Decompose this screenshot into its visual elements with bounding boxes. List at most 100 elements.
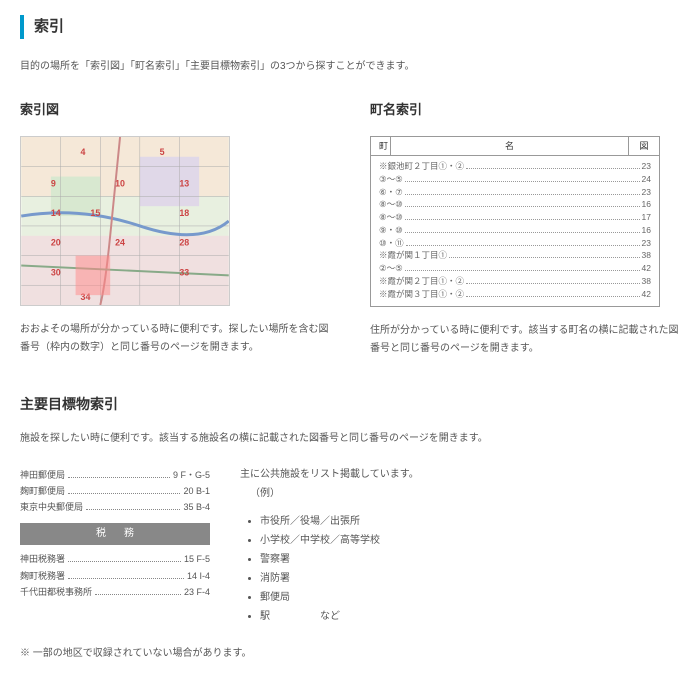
facility-list-item: 駅 など: [260, 607, 680, 626]
svg-text:33: 33: [179, 267, 189, 277]
facility-row: 神田郵便局 9 F・G-5: [20, 467, 210, 483]
facility-right-example-label: （例）: [240, 486, 680, 502]
svg-text:14: 14: [51, 208, 61, 218]
town-row-page: 38: [642, 249, 651, 262]
town-row-label: ②～⑤: [379, 262, 403, 275]
facility-row-value: 15 F-5: [184, 551, 210, 567]
index-map-title: 索引図: [20, 100, 330, 121]
town-row-page: 16: [642, 198, 651, 211]
town-row-label: ③～⑤: [379, 173, 403, 186]
facility-row: 東京中央郵便局 35 B-4: [20, 499, 210, 515]
dot-leader: [405, 219, 640, 220]
town-row: ※霞が関１丁目① 38: [379, 249, 651, 262]
intro-text: 目的の場所を「索引図」「町名索引」「主要目標物索引」の3つから探すことができます…: [20, 59, 680, 75]
facility-row-value: 20 B-1: [183, 483, 210, 499]
town-row-page: 23: [642, 237, 651, 250]
town-row-label: ⑧～⑩: [379, 198, 403, 211]
town-row-page: 24: [642, 173, 651, 186]
town-row-label: ⑩・⑪: [379, 237, 404, 250]
town-row-page: 23: [642, 186, 651, 199]
town-row: ⑩・⑪ 23: [379, 237, 651, 250]
town-row-page: 17: [642, 211, 651, 224]
dot-leader: [68, 578, 184, 579]
dot-leader: [405, 270, 640, 271]
index-map-thumbnail: 4 5 9 10 13 14 15 18 20 24 28 30 33 34: [20, 136, 230, 306]
two-column-layout: 索引図 4 5 9: [20, 100, 680, 358]
town-row-label: ※銀池町２丁目①・②: [379, 160, 464, 173]
svg-text:10: 10: [115, 178, 125, 188]
town-row: ⑧～⑩ 17: [379, 211, 651, 224]
index-map-section: 索引図 4 5 9: [20, 100, 330, 358]
svg-text:5: 5: [160, 147, 165, 157]
town-index-title: 町名索引: [370, 100, 680, 121]
facility-row: 麹町郵便局 20 B-1: [20, 483, 210, 499]
facility-example-list: 市役所／役場／出張所小学校／中学校／高等学校警察署消防署郵便局駅 など: [240, 512, 680, 626]
dot-leader: [405, 194, 640, 195]
svg-text:13: 13: [179, 178, 189, 188]
dot-leader: [86, 509, 180, 510]
facility-list-item: 郵便局: [260, 588, 680, 607]
town-row-label: ※霞が関２丁目①・②: [379, 275, 464, 288]
facility-row: 千代田都税事務所 23 F-4: [20, 584, 210, 600]
footnote: ※ 一部の地区で収録されていない場合があります。: [20, 646, 680, 662]
dot-leader: [95, 594, 181, 595]
facility-intro: 施設を探したい時に便利です。該当する施設名の横に記載された図番号と同じ番号のペー…: [20, 431, 680, 447]
facility-row: 麹町税務署14 I-4: [20, 568, 210, 584]
facility-row-label: 東京中央郵便局: [20, 499, 83, 515]
facility-row-label: 千代田都税事務所: [20, 584, 92, 600]
town-row-label: ⑧～⑩: [379, 211, 403, 224]
facility-table: 神田郵便局9 F・G-5麹町郵便局20 B-1東京中央郵便局35 B-4 税務 …: [20, 467, 210, 600]
town-header-page: 図: [629, 137, 659, 155]
dot-leader: [449, 257, 640, 258]
facility-list-item: 小学校／中学校／高等学校: [260, 531, 680, 550]
svg-text:28: 28: [179, 238, 189, 248]
town-row: ※銀池町２丁目①・② 23: [379, 160, 651, 173]
svg-text:4: 4: [81, 147, 86, 157]
dot-leader: [68, 477, 170, 478]
town-index-table: 町 名 図 ※銀池町２丁目①・②23③～⑤24⑥・⑦23⑧～⑩16⑧～⑩17⑨・…: [370, 136, 660, 308]
town-row-page: 42: [642, 288, 651, 301]
town-row-page: 38: [642, 275, 651, 288]
svg-text:20: 20: [51, 238, 61, 248]
town-row: ⑧～⑩ 16: [379, 198, 651, 211]
facility-block: 神田郵便局9 F・G-5麹町郵便局20 B-1東京中央郵便局35 B-4 税務 …: [20, 467, 680, 626]
page-title: 索引: [20, 15, 680, 39]
svg-text:30: 30: [51, 267, 61, 277]
town-row-label: ※霞が関１丁目①: [379, 249, 447, 262]
svg-text:18: 18: [179, 208, 189, 218]
town-row-page: 23: [642, 160, 651, 173]
facility-row-value: 9 F・G-5: [173, 467, 210, 483]
dot-leader: [466, 283, 640, 284]
facility-right: 主に公共施設をリスト掲載しています。 （例） 市役所／役場／出張所小学校／中学校…: [240, 467, 680, 626]
town-row: ⑥・⑦23: [379, 186, 651, 199]
facility-list-item: 市役所／役場／出張所: [260, 512, 680, 531]
dot-leader: [466, 168, 640, 169]
town-row-label: ⑨・⑩: [379, 224, 403, 237]
facility-row-label: 神田郵便局: [20, 467, 65, 483]
map-svg: 4 5 9 10 13 14 15 18 20 24 28 30 33 34: [21, 137, 229, 305]
town-index-section: 町名索引 町 名 図 ※銀池町２丁目①・②23③～⑤24⑥・⑦23⑧～⑩16⑧～…: [370, 100, 680, 358]
svg-text:24: 24: [115, 238, 125, 248]
dot-leader: [68, 561, 181, 562]
facility-title: 主要目標物索引: [20, 393, 680, 415]
town-header-name: 名: [391, 137, 629, 155]
facility-right-lead: 主に公共施設をリスト掲載しています。: [240, 467, 680, 483]
town-row-page: 42: [642, 262, 651, 275]
svg-text:15: 15: [90, 208, 100, 218]
index-map-desc: おおよその場所が分かっている時に便利です。探したい場所を含む図番号（枠内の数字）…: [20, 321, 330, 357]
town-table-header: 町 名 図: [371, 137, 659, 156]
dot-leader: [405, 181, 640, 182]
facility-row: 神田税務署15 F-5: [20, 551, 210, 567]
dot-leader: [466, 296, 640, 297]
town-row: ②～⑤ 42: [379, 262, 651, 275]
facility-row-label: 麹町郵便局: [20, 483, 65, 499]
dot-leader: [405, 232, 640, 233]
svg-text:9: 9: [51, 178, 56, 188]
facility-row-value: 14 I-4: [187, 568, 210, 584]
town-index-desc: 住所が分かっている時に便利です。該当する町名の横に記載された図番号と同じ番号のペ…: [370, 322, 680, 358]
facility-row-value: 23 F-4: [184, 584, 210, 600]
facility-row-value: 35 B-4: [183, 499, 210, 515]
town-table-body: ※銀池町２丁目①・②23③～⑤24⑥・⑦23⑧～⑩16⑧～⑩17⑨・⑩16⑩・⑪…: [371, 156, 659, 306]
town-row: ③～⑤ 24: [379, 173, 651, 186]
town-row: ※霞が関３丁目①・②42: [379, 288, 651, 301]
